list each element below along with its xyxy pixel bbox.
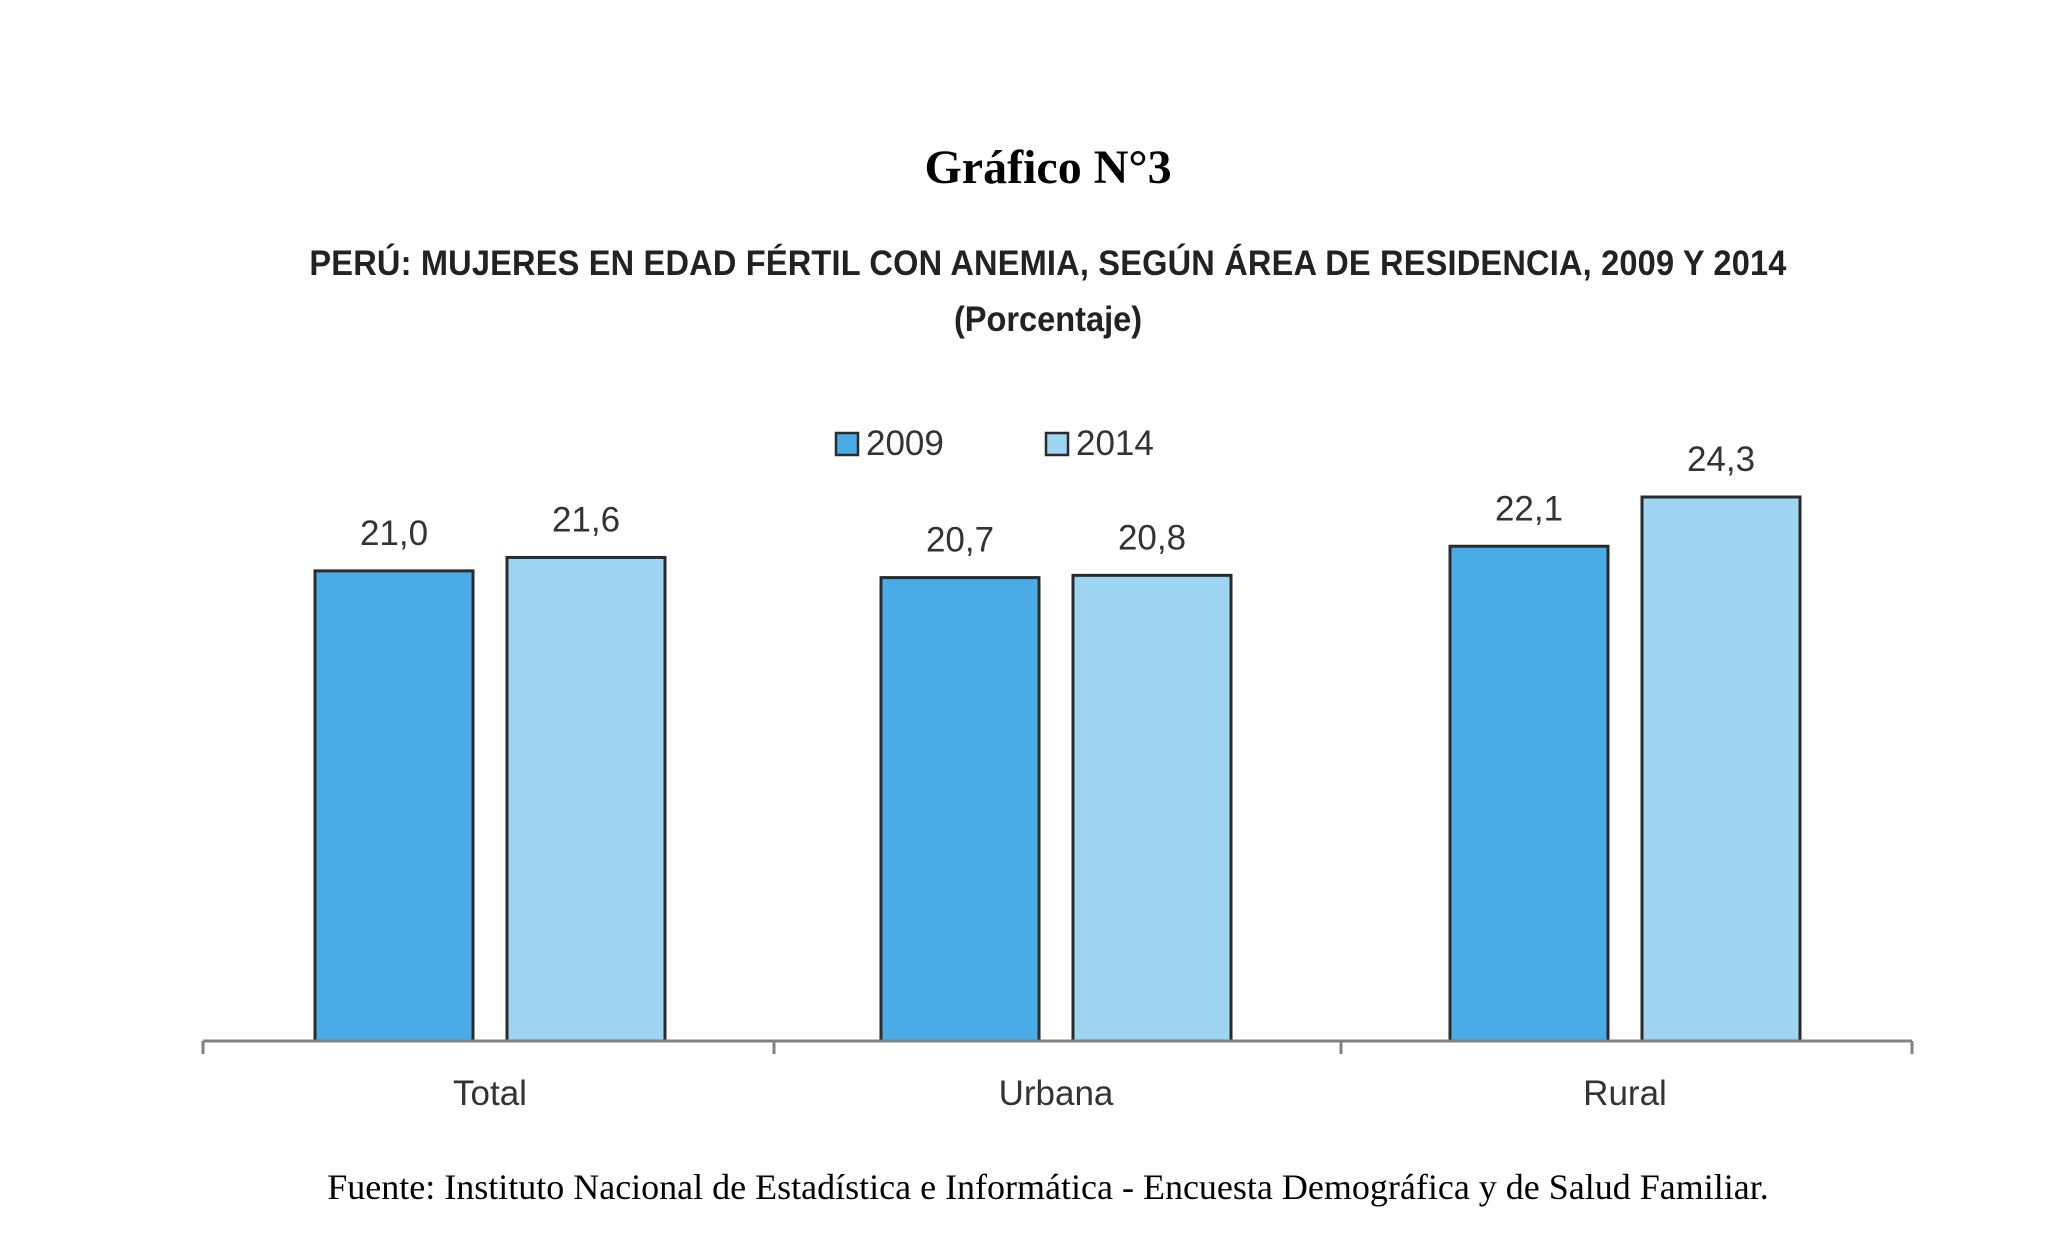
- bar-2009-rural: [1448, 544, 1610, 1043]
- data-label-2009-urbana: 20,7: [926, 521, 994, 560]
- legend-label-2014: 2014: [1076, 424, 1154, 463]
- source-note: Fuente: Instituto Nacional de Estadístic…: [327, 1167, 1769, 1207]
- chart-subtitle: (Porcentaje): [953, 300, 1143, 339]
- chart-title: PERÚ: MUJERES EN EDAD FÉRTIL CON ANEMIA,…: [309, 244, 1787, 283]
- data-label-2009-rural: 22,1: [1495, 489, 1563, 528]
- category-label-urbana: Urbana: [999, 1074, 1114, 1113]
- data-label-2014-rural: 24,3: [1687, 440, 1755, 479]
- legend-swatch-2009: [834, 431, 860, 457]
- bar-2009-total: [313, 569, 475, 1043]
- data-label-2009-total: 21,0: [360, 514, 428, 553]
- legend-label-2009: 2009: [866, 424, 944, 463]
- category-label-rural: Rural: [1583, 1074, 1667, 1113]
- data-label-2014-total: 21,6: [552, 500, 620, 539]
- bar-2014-total: [505, 555, 667, 1043]
- bar-2014-urbana: [1071, 573, 1233, 1043]
- figure-label: Gráfico N°3: [924, 141, 1172, 194]
- bar-2014-rural: [1640, 495, 1802, 1043]
- legend-swatch-2014: [1044, 431, 1070, 457]
- bar-2009-urbana: [879, 576, 1041, 1043]
- data-label-2014-urbana: 20,8: [1118, 518, 1186, 557]
- category-label-total: Total: [453, 1074, 527, 1113]
